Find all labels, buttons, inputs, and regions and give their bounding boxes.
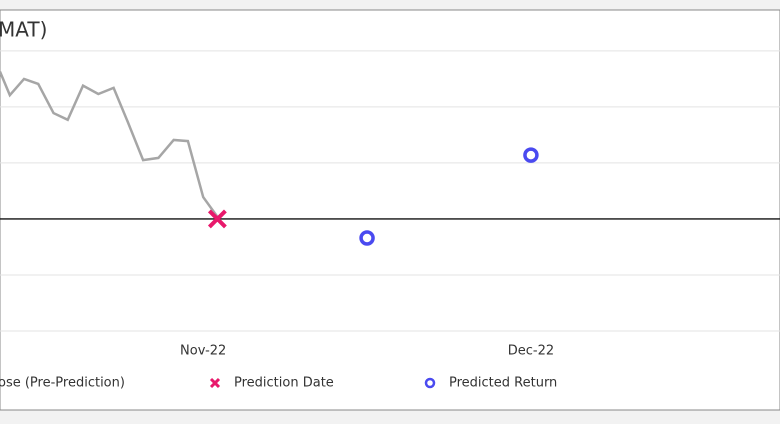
chart-title: MAT)	[0, 18, 47, 42]
legend-swatch	[209, 377, 221, 389]
predicted-point	[359, 230, 375, 246]
legend-label: Predicted Return	[449, 376, 557, 391]
predicted-point	[523, 147, 539, 163]
legend-swatch	[424, 377, 436, 389]
chart-frame	[0, 9, 780, 411]
x-tick-label: Nov-22	[180, 344, 226, 359]
x-tick-label: Dec-22	[508, 344, 554, 359]
price-line	[0, 71, 219, 218]
legend-label: Prediction Date	[234, 376, 334, 391]
prediction-marker	[207, 209, 227, 229]
legend-label: ose (Pre-Prediction)	[0, 376, 125, 391]
